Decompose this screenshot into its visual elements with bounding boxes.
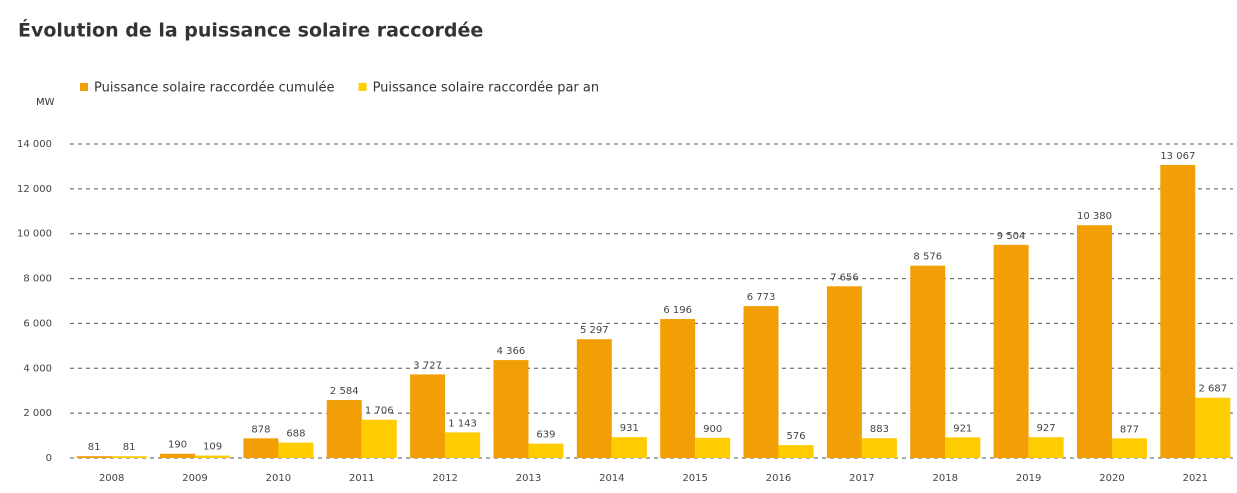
data-label: 81 — [88, 442, 101, 453]
bar — [743, 306, 779, 458]
data-label: 2 584 — [330, 386, 359, 397]
x-tick-label: 2016 — [766, 473, 791, 484]
data-label: 1 706 — [365, 406, 394, 417]
bar — [243, 438, 279, 458]
bar — [695, 437, 731, 458]
bar — [993, 244, 1029, 458]
bar — [910, 265, 946, 458]
x-tick-label: 2010 — [266, 473, 291, 484]
y-tick-label: 8 000 — [23, 274, 52, 285]
data-label: 81 — [123, 442, 136, 453]
data-label: 7 656 — [830, 272, 859, 283]
x-tick-label: 2014 — [599, 473, 624, 484]
bar — [493, 360, 529, 458]
chart-title: Évolution de la puissance solaire raccor… — [18, 19, 483, 42]
data-label: 2 687 — [1199, 384, 1228, 395]
x-tick-label: 2018 — [933, 473, 958, 484]
bar — [778, 445, 814, 458]
y-tick-label: 6 000 — [23, 318, 52, 329]
bar — [861, 438, 897, 458]
bar — [576, 339, 612, 458]
legend-swatch — [358, 83, 367, 91]
bar — [611, 437, 647, 458]
data-label: 9 504 — [997, 231, 1026, 242]
legend-swatch — [80, 83, 88, 91]
data-label: 1 143 — [448, 418, 477, 429]
bar — [826, 286, 862, 458]
y-tick-label: 12 000 — [17, 184, 52, 195]
x-tick-label: 2017 — [849, 473, 874, 484]
y-axis-label: MW — [36, 97, 55, 108]
data-label: 190 — [168, 440, 187, 451]
data-label: 5 297 — [580, 325, 609, 336]
data-label: 878 — [251, 424, 270, 435]
x-tick-label: 2011 — [349, 473, 374, 484]
bar — [1111, 438, 1147, 458]
bar — [160, 453, 196, 458]
data-label: 10 380 — [1077, 211, 1112, 222]
x-tick-label: 2013 — [516, 473, 541, 484]
data-label: 6 773 — [747, 292, 776, 303]
data-label: 931 — [620, 423, 639, 434]
data-label: 877 — [1120, 424, 1139, 435]
data-label: 688 — [286, 429, 305, 440]
bar — [445, 432, 481, 458]
bar — [76, 456, 112, 458]
data-label: 900 — [703, 424, 722, 435]
bar — [195, 455, 231, 458]
bar — [410, 374, 446, 458]
bar — [528, 443, 564, 458]
data-label: 6 196 — [663, 305, 692, 316]
y-tick-label: 2 000 — [23, 408, 52, 419]
bar — [111, 456, 147, 458]
bar — [361, 419, 397, 458]
data-label: 3 727 — [413, 360, 442, 371]
x-tick-label: 2008 — [99, 473, 124, 484]
data-label: 13 067 — [1160, 151, 1195, 162]
x-tick-label: 2009 — [182, 473, 207, 484]
bar — [1160, 164, 1196, 459]
data-label: 4 366 — [497, 346, 526, 357]
data-label: 639 — [536, 430, 555, 441]
x-tick-label: 2020 — [1099, 473, 1124, 484]
bar — [1076, 225, 1112, 458]
data-label: 8 576 — [913, 252, 942, 263]
bar — [326, 400, 362, 458]
legend-label: Puissance solaire raccordée par an — [373, 81, 600, 96]
bar — [1195, 397, 1231, 458]
data-label: 927 — [1037, 423, 1056, 434]
data-label: 109 — [203, 442, 222, 453]
x-tick-label: 2021 — [1183, 473, 1208, 484]
x-tick-label: 2012 — [432, 473, 457, 484]
bar — [945, 437, 981, 458]
legend-label: Puissance solaire raccordée cumulée — [94, 81, 335, 96]
y-tick-label: 14 000 — [17, 139, 52, 150]
y-tick-label: 0 — [46, 453, 52, 464]
y-tick-label: 4 000 — [23, 363, 52, 374]
data-label: 921 — [953, 423, 972, 434]
y-tick-label: 10 000 — [17, 229, 52, 240]
data-label: 576 — [786, 431, 805, 442]
bar — [278, 442, 314, 458]
bar — [660, 319, 696, 458]
bar — [1028, 437, 1064, 458]
x-tick-label: 2019 — [1016, 473, 1041, 484]
data-label: 883 — [870, 424, 889, 435]
x-tick-label: 2015 — [682, 473, 707, 484]
